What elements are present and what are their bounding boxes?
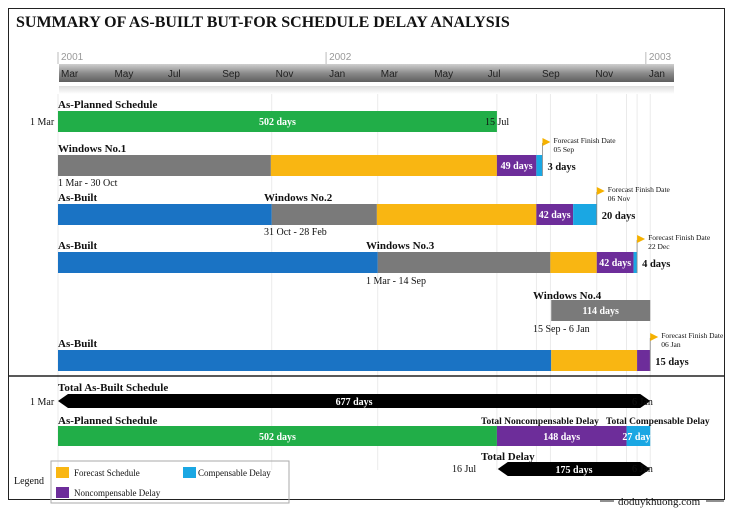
gantt-segment-delay_gray: [377, 252, 551, 273]
gantt-segment-noncompensable: [637, 350, 651, 371]
gantt-segment-compensable: [573, 204, 597, 225]
summary-value-noncompensable: 148 days: [543, 432, 580, 443]
forecast-title: Forecast Finish Date: [553, 136, 616, 145]
gantt-segment-noncompensable: [496, 155, 537, 176]
gantt-segment-forecast: [270, 155, 497, 176]
forecast-date: 22 Dec: [648, 242, 670, 251]
segment-value-label: 502 days: [259, 117, 296, 128]
month-tick-label: Mar: [381, 69, 399, 80]
month-tick-label: May: [114, 69, 133, 80]
year-tick-label: 2002: [329, 52, 352, 63]
gantt-segment-compensable: [633, 252, 638, 273]
timeline-shadow: [59, 86, 674, 94]
month-tick-label: Jan: [329, 69, 345, 80]
forecast-flag-icon: [650, 333, 659, 341]
forecast-date: 05 Sep: [553, 145, 574, 154]
gantt-segment-forecast: [550, 252, 597, 273]
chart-frame: [8, 8, 725, 500]
year-tick-label: 2001: [61, 52, 84, 63]
forecast-date: 06 Nov: [608, 194, 631, 203]
segment-value-label: 42 days: [599, 258, 631, 269]
month-tick-label: Jul: [168, 69, 181, 80]
total-delay-arrow: [497, 462, 651, 476]
gantt-segment-delay_gray: [551, 300, 651, 321]
segment-value-label: 114 days: [583, 306, 620, 317]
gantt-segment-forecast: [376, 204, 537, 225]
month-tick-label: Nov: [276, 69, 294, 80]
gantt-segment-delay_gray: [58, 155, 271, 176]
month-tick-label: Jul: [488, 69, 501, 80]
summary-value-planned: 502 days: [259, 432, 296, 443]
chart-title: SUMMARY OF AS-BUILT BUT-FOR SCHEDULE DEL…: [16, 14, 510, 31]
forecast-title: Forecast Finish Date: [661, 331, 724, 340]
total-as-built-arrow: [58, 394, 651, 408]
forecast-title: Forecast Finish Date: [608, 185, 671, 194]
summary-segment-planned: [58, 426, 497, 446]
segment-value-label: 42 days: [539, 210, 571, 221]
compensable-days-label: 15 days: [655, 357, 689, 368]
month-tick-label: Jan: [649, 69, 665, 80]
gantt-segment-noncompensable: [536, 204, 574, 225]
gantt-segment-as_built: [58, 204, 272, 225]
timeline-bar: [59, 64, 674, 82]
gantt-segment-delay_gray: [271, 204, 377, 225]
month-tick-label: Mar: [61, 69, 79, 80]
total-as-built-arrow-value: 677 days: [336, 397, 373, 408]
gantt-segment-planned: [58, 111, 497, 132]
year-tick-label: 2003: [649, 52, 672, 63]
month-tick-label: Sep: [542, 69, 560, 80]
month-tick-label: Nov: [595, 69, 613, 80]
forecast-flag-icon: [596, 187, 605, 195]
segment-value-label: 49 days: [501, 161, 533, 172]
gantt-segment-noncompensable: [596, 252, 634, 273]
gantt-segment-as_built: [58, 350, 552, 371]
month-tick-label: Sep: [222, 69, 240, 80]
forecast-title: Forecast Finish Date: [648, 233, 711, 242]
forecast-flag-icon: [542, 138, 551, 146]
gantt-segment-as_built: [58, 252, 378, 273]
gantt-segment-forecast: [551, 350, 638, 371]
month-tick-label: May: [434, 69, 453, 80]
compensable-days-label: 20 days: [602, 211, 636, 222]
summary-segment-noncompensable: [496, 426, 627, 446]
forecast-flag-icon: [637, 235, 646, 243]
summary-segment-compensable: [626, 426, 651, 446]
compensable-days-label: 3 days: [547, 162, 575, 173]
forecast-date: 06 Jan: [661, 340, 681, 349]
gantt-segment-compensable: [536, 155, 543, 176]
summary-value-compensable: 27 days: [622, 432, 654, 443]
total-delay-arrow-value: 175 days: [556, 465, 593, 476]
compensable-days-label: 4 days: [642, 259, 670, 270]
